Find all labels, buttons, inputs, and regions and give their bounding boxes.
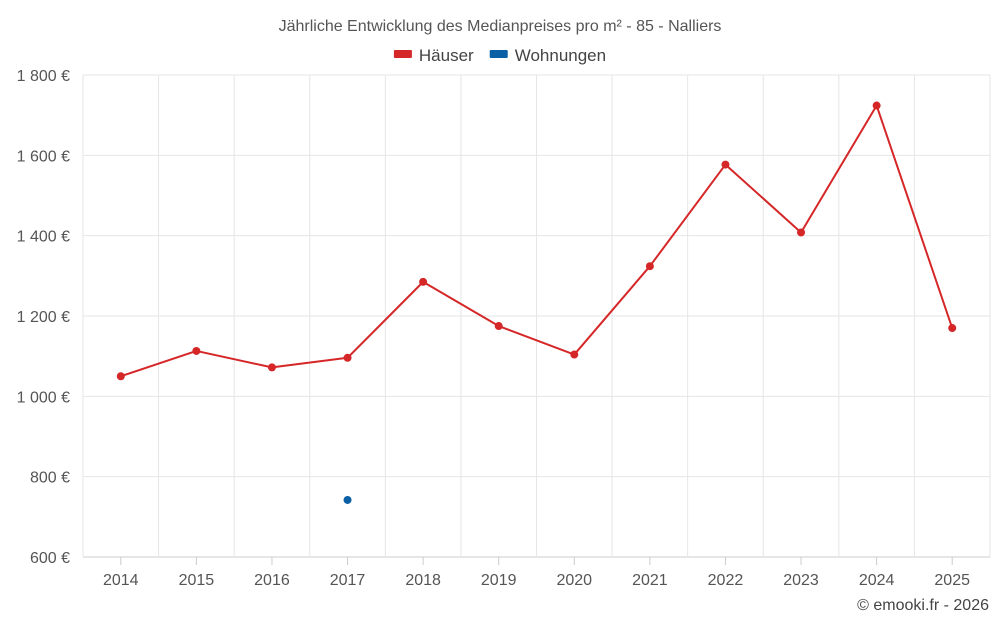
legend-label: Häuser (419, 46, 474, 65)
series-0-point (721, 160, 730, 169)
series-0-point (419, 277, 428, 286)
series-0-point (343, 353, 352, 362)
y-tick-label: 1 400 € (17, 229, 70, 246)
series-0-point (192, 346, 201, 355)
y-axis-ticks: 600 € 800 € 1 000 € 1 200 € 1 400 € 1 600 € 1 … (17, 68, 70, 567)
series-0-line (120, 104, 954, 378)
y-tick-label: 1 600 € (17, 148, 70, 165)
x-tick-label: 2024 (859, 572, 895, 589)
legend-item-1[interactable]: Wohnungen (489, 46, 606, 65)
series-0-point (948, 324, 957, 333)
series-layer (116, 101, 957, 504)
series-0-point (872, 101, 881, 110)
series-1-point (343, 495, 352, 504)
y-tick-label: 1 200 € (17, 309, 70, 326)
series-0-point (267, 363, 276, 372)
x-tick-label: 2015 (179, 572, 215, 589)
legend: Häuser Wohnungen (393, 46, 606, 65)
x-axis-ticks: 2014 2015 2016 2017 2018 2019 2020 2021 2022 2023… (103, 557, 970, 589)
legend-label: Wohnungen (515, 46, 606, 65)
grid (82, 74, 991, 558)
x-tick-label: 2022 (708, 572, 744, 589)
x-tick-label: 2021 (632, 572, 668, 589)
x-tick-label: 2023 (783, 572, 819, 589)
legend-swatch (393, 50, 412, 58)
x-tick-label: 2018 (405, 572, 441, 589)
x-tick-label: 2019 (481, 572, 517, 589)
legend-item-0[interactable]: Häuser (393, 46, 474, 65)
series-0-point (116, 372, 125, 381)
x-tick-label: 2014 (103, 572, 139, 589)
x-tick-label: 2017 (330, 572, 366, 589)
y-tick-label: 600 € (30, 550, 70, 567)
y-tick-label: 800 € (30, 470, 70, 487)
legend-swatch (489, 50, 508, 58)
y-tick-label: 1 000 € (17, 389, 70, 406)
y-tick-label: 1 800 € (17, 68, 70, 85)
x-tick-label: 2025 (934, 572, 970, 589)
credit-text: © emooki.fr - 2026 (857, 597, 989, 614)
series-0-point (494, 322, 503, 331)
x-tick-label: 2016 (254, 572, 290, 589)
x-tick-label: 2020 (556, 572, 592, 589)
series-0-point (797, 228, 806, 237)
series-0-point (570, 350, 579, 359)
chart-title: Jährliche Entwicklung des Medianpreises … (279, 18, 722, 35)
series-0-point (645, 262, 654, 271)
